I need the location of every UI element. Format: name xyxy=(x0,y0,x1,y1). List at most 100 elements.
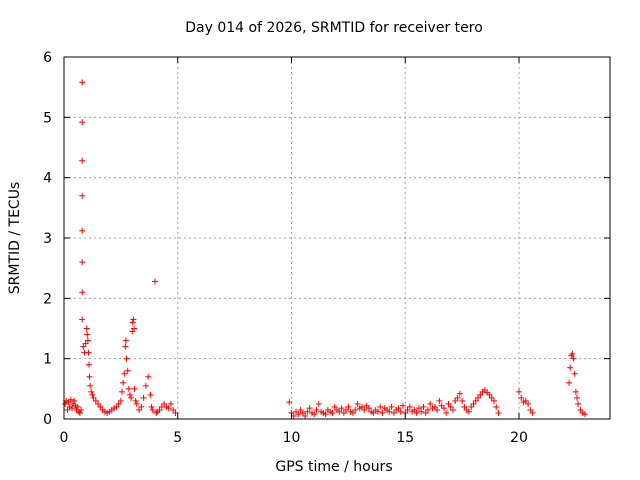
data-point xyxy=(336,408,343,415)
data-point xyxy=(567,364,574,371)
data-point xyxy=(574,394,581,401)
data-point xyxy=(413,409,420,416)
data-point xyxy=(161,400,168,407)
data-point xyxy=(80,343,87,350)
data-point xyxy=(566,379,573,386)
data-point xyxy=(418,408,425,415)
data-point xyxy=(147,391,154,398)
data-point xyxy=(119,388,126,395)
data-point xyxy=(86,361,93,368)
data-point xyxy=(386,408,393,415)
data-point xyxy=(125,385,132,392)
data-point xyxy=(122,337,129,344)
data-point xyxy=(493,403,500,410)
data-point xyxy=(472,397,479,404)
data-point xyxy=(78,406,85,413)
data-point xyxy=(477,391,484,398)
y-axis-label: SRMTID / TECUs xyxy=(7,182,23,295)
data-point xyxy=(145,373,152,380)
data-point xyxy=(140,394,147,401)
data-point xyxy=(64,406,71,413)
data-point xyxy=(152,278,158,285)
data-point xyxy=(79,157,86,164)
data-point xyxy=(79,79,86,86)
data-point xyxy=(447,403,454,410)
data-point xyxy=(431,403,438,410)
data-point xyxy=(525,400,532,407)
data-point xyxy=(71,397,78,404)
data-point xyxy=(124,367,131,374)
data-point xyxy=(122,343,129,350)
data-point xyxy=(425,406,431,413)
data-point xyxy=(67,396,74,403)
data-point xyxy=(406,403,413,410)
data-point xyxy=(522,397,529,404)
data-point xyxy=(338,405,345,412)
data-point xyxy=(297,406,304,413)
x-tick-label: 20 xyxy=(510,430,528,446)
data-point xyxy=(581,411,588,418)
data-point xyxy=(349,409,356,416)
data-point xyxy=(395,405,402,412)
data-point xyxy=(443,409,450,416)
data-point xyxy=(490,397,497,404)
data-point xyxy=(82,340,89,347)
data-point xyxy=(415,405,422,412)
data-point xyxy=(68,405,75,412)
data-point xyxy=(459,397,466,404)
data-point xyxy=(84,337,91,344)
data-point xyxy=(131,385,138,392)
data-point xyxy=(97,403,104,410)
y-tick-label: 1 xyxy=(43,352,52,368)
tick-labels: 0 5 10 15 20 0 1 2 3 4 5 6 xyxy=(43,50,528,446)
data-point xyxy=(313,406,320,413)
data-point xyxy=(79,192,86,199)
data-point xyxy=(427,400,434,407)
data-point xyxy=(345,403,352,410)
data-point xyxy=(120,379,127,386)
x-axis-label: GPS time / hours xyxy=(275,459,392,475)
data-point xyxy=(465,408,472,415)
data-point xyxy=(329,409,336,416)
data-point xyxy=(113,403,120,410)
axis-ticks xyxy=(63,56,610,420)
data-point xyxy=(440,405,447,412)
data-point xyxy=(306,405,313,412)
data-point xyxy=(571,370,578,377)
data-point xyxy=(331,403,338,410)
data-point xyxy=(454,394,461,401)
data-point xyxy=(456,390,463,397)
data-point xyxy=(570,355,577,362)
data-point xyxy=(83,325,90,332)
data-point xyxy=(79,259,86,266)
data-point xyxy=(311,411,318,418)
data-point xyxy=(379,409,386,416)
data-point xyxy=(84,331,91,338)
data-point xyxy=(343,406,350,413)
data-point xyxy=(397,408,404,415)
data-point xyxy=(470,400,477,407)
data-point xyxy=(148,403,155,410)
data-point xyxy=(295,411,302,418)
data-point xyxy=(87,382,94,389)
data-point xyxy=(486,391,493,398)
data-point xyxy=(365,405,372,412)
data-point xyxy=(388,403,395,410)
data-point xyxy=(354,400,361,407)
y-tick-label: 4 xyxy=(43,171,52,187)
data-point xyxy=(475,394,482,401)
data-point xyxy=(142,382,149,389)
data-point xyxy=(131,325,138,332)
data-point xyxy=(92,397,99,404)
y-tick-label: 0 xyxy=(43,412,52,428)
data-point xyxy=(436,397,443,404)
data-point xyxy=(422,409,429,416)
data-point xyxy=(170,406,177,413)
data-point xyxy=(516,388,522,395)
data-point xyxy=(86,373,93,380)
data-point xyxy=(468,403,475,410)
grid xyxy=(64,57,610,419)
data-point xyxy=(370,409,377,416)
data-point xyxy=(79,289,86,296)
data-point xyxy=(95,400,102,407)
